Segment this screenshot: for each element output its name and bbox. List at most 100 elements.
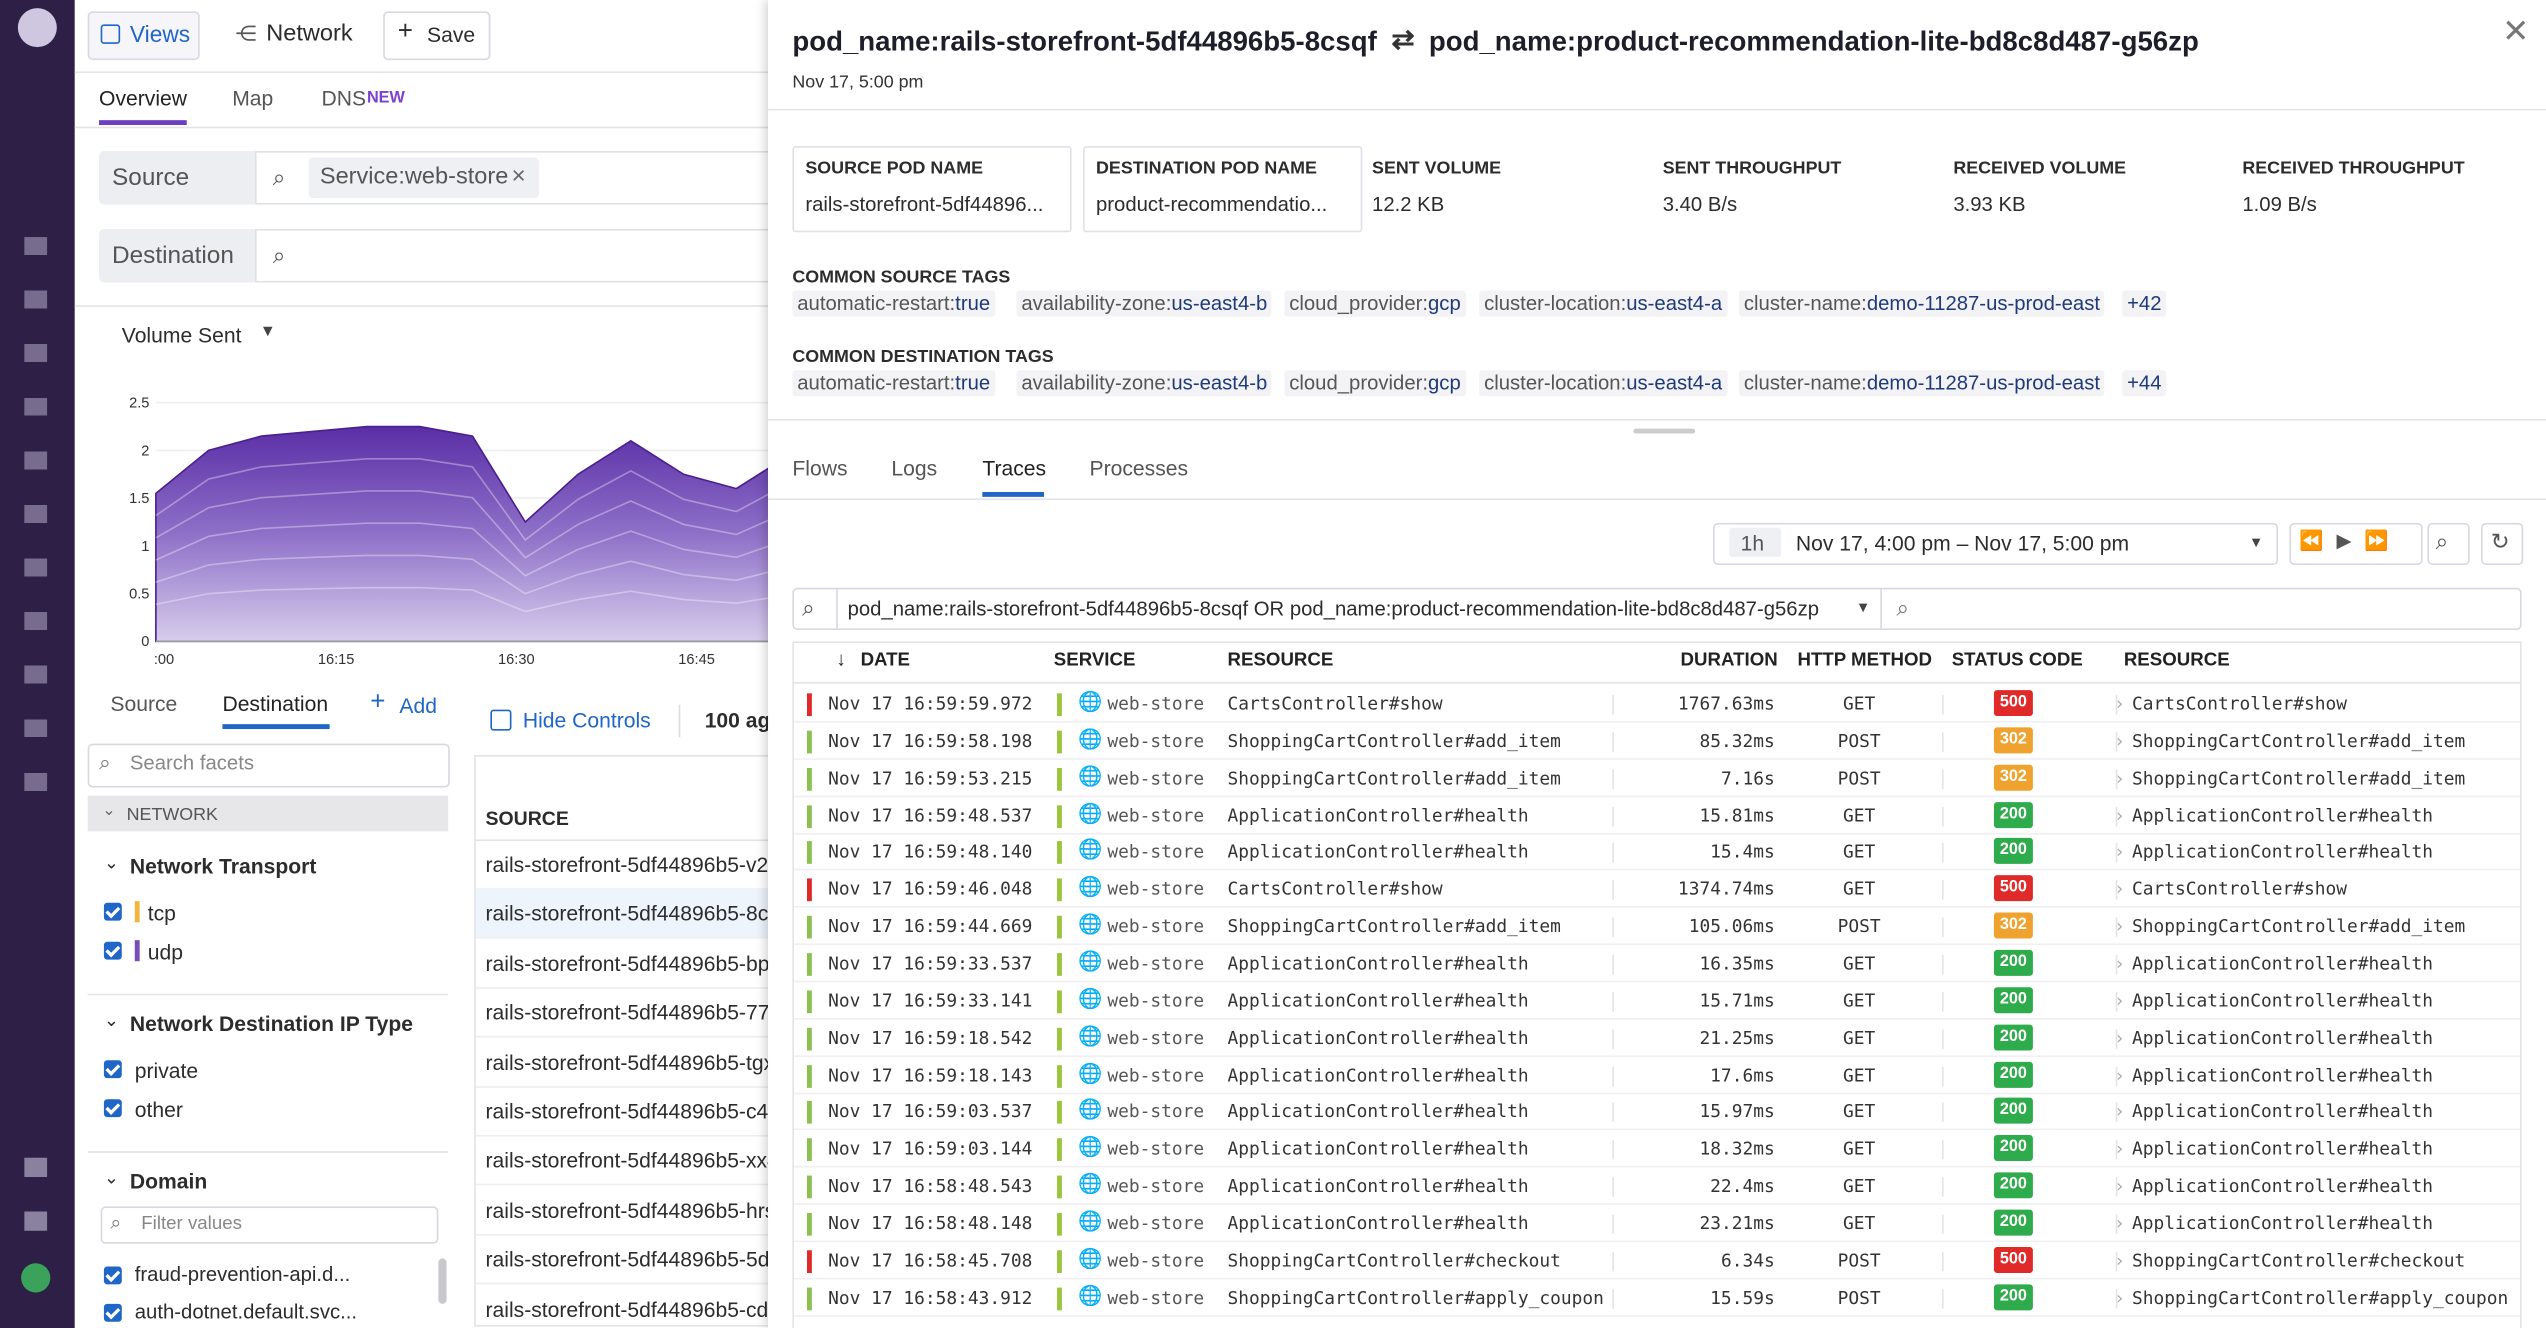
checkbox[interactable] <box>103 1060 122 1079</box>
trace-resource[interactable]: ShoppingCartController#checkout <box>1227 1249 1561 1271</box>
tag-more[interactable]: +44 <box>2122 370 2167 397</box>
flow-source[interactable]: rails-storefront-5df44896b5-8cs <box>485 901 779 927</box>
facet-value[interactable]: other <box>134 1097 183 1122</box>
tag[interactable]: cluster-location:us-east4-a <box>1479 290 1728 317</box>
trace-resource-2[interactable]: ShoppingCartController#add_item <box>2131 767 2466 789</box>
trace-service[interactable]: web-store <box>1107 1212 1205 1234</box>
trace-method[interactable]: GET <box>1843 1212 1876 1234</box>
tag[interactable]: cluster-location:us-east4-a <box>1479 370 1728 397</box>
trace-resource-2[interactable]: ShoppingCartController#add_item <box>2131 915 2466 938</box>
filter-pill[interactable] <box>308 157 540 199</box>
facet-value[interactable]: auth-dotnet.default.svc... <box>134 1300 358 1324</box>
status-badge[interactable]: 200 <box>1993 1172 2033 1199</box>
destination-input[interactable] <box>254 228 778 283</box>
trace-date[interactable]: Nov 17 16:59:03.144 <box>828 1138 1033 1160</box>
trace-date[interactable]: Nov 17 16:59:03.537 <box>828 1101 1033 1123</box>
trace-resource[interactable]: ApplicationController#health <box>1227 1064 1529 1086</box>
trace-service[interactable]: web-store <box>1107 730 1205 752</box>
views-label[interactable]: Views <box>129 21 191 48</box>
column-header[interactable]: STATUS CODE <box>1951 651 2083 671</box>
trace-service[interactable]: web-store <box>1107 841 1205 863</box>
tag[interactable]: cloud_provider:gcp <box>1284 290 1466 317</box>
status-badge[interactable]: 200 <box>1993 1135 2033 1162</box>
time-nav[interactable] <box>2289 522 2423 566</box>
hide-controls[interactable]: Hide Controls <box>522 707 651 733</box>
trace-date[interactable]: Nov 17 16:59:58.198 <box>828 730 1033 752</box>
trace-service[interactable]: web-store <box>1107 1286 1205 1309</box>
trace-date[interactable]: Nov 17 16:59:53.215 <box>828 767 1033 789</box>
status-badge[interactable]: 200 <box>1993 1023 2033 1050</box>
facet-tab[interactable]: Destination <box>222 691 329 717</box>
flow-source[interactable]: rails-storefront-5df44896b5-77x <box>485 1000 781 1025</box>
tag[interactable]: cluster-name:demo-11287-us-prod-east <box>1739 370 2105 397</box>
trace-date[interactable]: Nov 17 16:59:33.141 <box>828 990 1033 1012</box>
trace-date[interactable]: Nov 17 16:59:46.048 <box>828 878 1033 900</box>
status-badge[interactable]: 200 <box>1993 1098 2033 1125</box>
checkbox[interactable] <box>103 1099 122 1118</box>
trace-resource-2[interactable]: ApplicationController#health <box>2131 841 2434 863</box>
trace-service[interactable]: web-store <box>1107 1027 1205 1049</box>
trace-duration[interactable]: 7.16s <box>1720 767 1775 789</box>
facet-group-title[interactable]: Domain <box>129 1169 208 1194</box>
checkbox[interactable] <box>103 902 122 921</box>
status-badge[interactable]: 200 <box>1993 1061 2033 1088</box>
filter-values[interactable] <box>100 1206 439 1244</box>
trace-service[interactable]: web-store <box>1107 1138 1205 1160</box>
tag-more[interactable]: +42 <box>2122 290 2167 317</box>
panel-tab[interactable]: Flows <box>792 456 848 481</box>
trace-resource[interactable]: ApplicationController#health <box>1227 990 1529 1012</box>
facet-value[interactable]: udp <box>147 940 183 965</box>
tab[interactable]: Overview <box>99 86 188 111</box>
trace-date[interactable]: Nov 17 16:58:48.148 <box>828 1212 1033 1234</box>
trace-resource[interactable]: ShoppingCartController#add_item <box>1227 767 1561 789</box>
column-header[interactable]: HTTP METHOD <box>1797 651 1932 671</box>
facet-value[interactable]: private <box>134 1058 199 1084</box>
flow-source[interactable]: rails-storefront-5df44896b5-xx4 <box>485 1148 779 1173</box>
column-header[interactable]: RESOURCE <box>1227 651 1334 671</box>
column-header[interactable]: DURATION <box>1680 651 1778 671</box>
trace-method[interactable]: GET <box>1843 1175 1876 1197</box>
flow-source[interactable]: rails-storefront-5df44896b5-cdf <box>485 1296 775 1322</box>
trace-service[interactable]: web-store <box>1107 878 1205 900</box>
facet-search[interactable] <box>87 743 450 788</box>
trace-service[interactable]: web-store <box>1107 990 1205 1012</box>
trace-resource[interactable]: ShoppingCartController#add_item <box>1227 915 1561 938</box>
trace-date[interactable]: Nov 17 16:59:59.972 <box>828 693 1033 715</box>
chevron[interactable]: ⌄ <box>103 1169 119 1189</box>
status-badge[interactable]: 200 <box>1993 1209 2033 1236</box>
time-nav-icons[interactable]: ⏪▶⏩ <box>2299 529 2402 553</box>
trace-method[interactable]: GET <box>1843 953 1876 975</box>
flow-source[interactable]: rails-storefront-5df44896b5-v27 <box>485 852 781 877</box>
tag[interactable]: availability-zone:us-east4-b <box>1016 290 1273 317</box>
trace-resource-2[interactable]: ApplicationController#health <box>2131 1064 2434 1086</box>
refresh-button[interactable] <box>2481 522 2524 566</box>
panel-tab[interactable]: Logs <box>891 456 938 481</box>
column-header[interactable]: SOURCE <box>485 806 569 830</box>
trace-duration[interactable]: 1374.74ms <box>1677 878 1775 900</box>
trace-resource[interactable]: CartsController#show <box>1227 693 1443 715</box>
filter-remove[interactable]: × <box>511 162 526 190</box>
time-picker[interactable] <box>1713 522 2279 566</box>
tag[interactable]: automatic-restart:true <box>792 370 996 397</box>
trace-duration[interactable]: 15.71ms <box>1699 990 1775 1012</box>
trace-resource[interactable]: ApplicationController#health <box>1227 1101 1529 1123</box>
tag[interactable]: cluster-name:demo-11287-us-prod-east <box>1739 290 2105 317</box>
trace-service[interactable]: web-store <box>1107 804 1205 826</box>
checkbox[interactable] <box>103 1266 122 1285</box>
trace-service[interactable]: web-store <box>1107 693 1205 715</box>
save-button[interactable] <box>383 11 491 61</box>
flow-source[interactable]: rails-storefront-5df44896b5-tgx <box>485 1049 775 1075</box>
views-button[interactable] <box>87 11 200 61</box>
trace-resource[interactable]: ShoppingCartController#apply_coupon <box>1227 1286 1604 1309</box>
trace-duration[interactable]: 15.59s <box>1710 1286 1775 1309</box>
trace-duration[interactable]: 16.35ms <box>1699 953 1775 975</box>
trace-method[interactable]: GET <box>1843 693 1876 715</box>
trace-resource[interactable]: ApplicationController#health <box>1227 1212 1529 1234</box>
trace-resource-2[interactable]: ApplicationController#health <box>2131 1175 2434 1197</box>
trace-date[interactable]: Nov 17 16:59:18.143 <box>828 1064 1033 1086</box>
facet-value[interactable]: tcp <box>147 901 176 926</box>
close-button[interactable]: ✕ <box>2502 14 2530 51</box>
tag[interactable]: cloud_provider:gcp <box>1284 370 1466 397</box>
trace-date[interactable]: Nov 17 16:59:18.542 <box>828 1027 1033 1049</box>
trace-service[interactable]: web-store <box>1107 1064 1205 1086</box>
